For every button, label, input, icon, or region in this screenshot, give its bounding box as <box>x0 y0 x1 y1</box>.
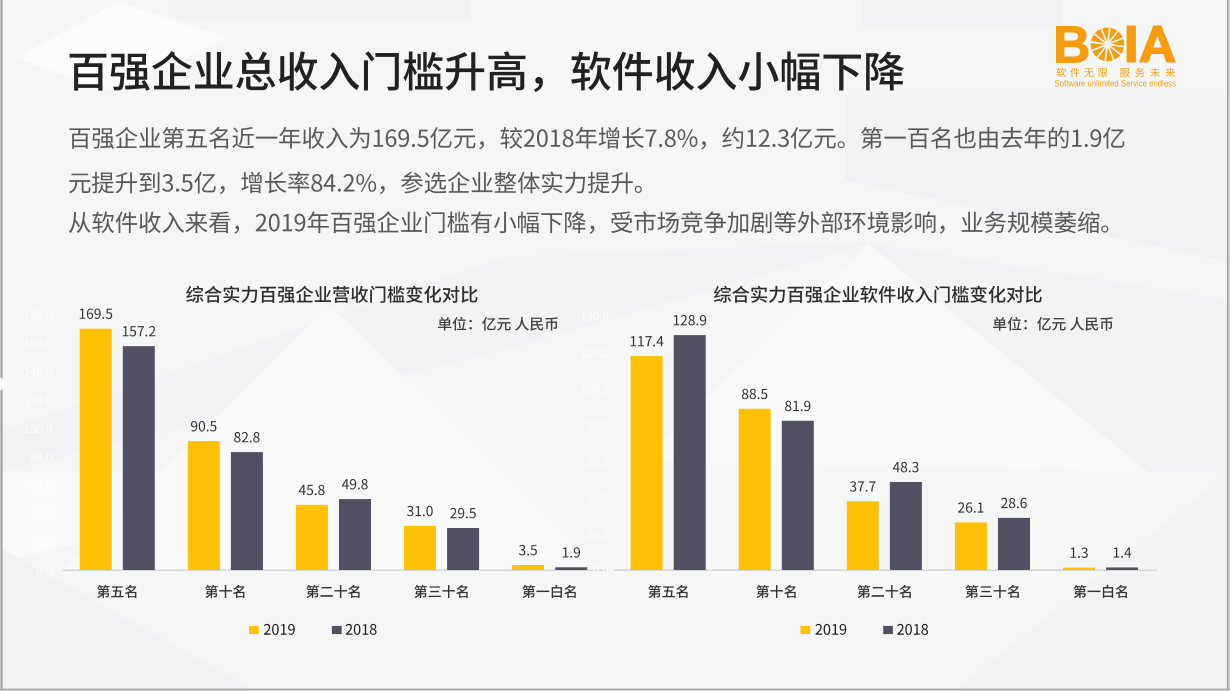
svg-text:Software unlimited Service en: Software unlimited Service endless <box>1055 79 1177 89</box>
svg-text:B: B <box>1053 17 1091 75</box>
